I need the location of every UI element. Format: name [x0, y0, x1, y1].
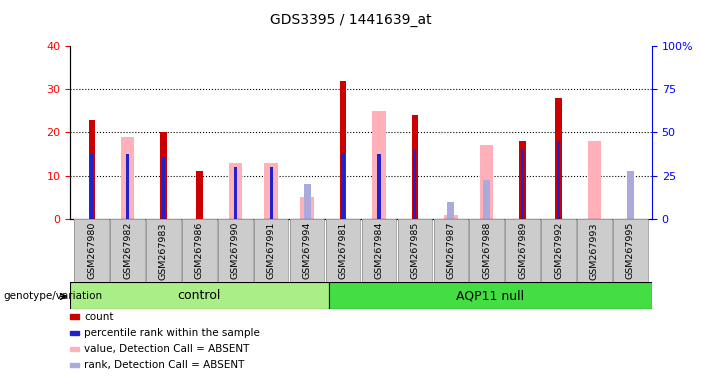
Bar	[433, 219, 468, 282]
Text: GSM267987: GSM267987	[447, 222, 456, 280]
Text: GSM267984: GSM267984	[374, 222, 383, 280]
Bar	[627, 171, 634, 219]
Bar	[304, 184, 311, 219]
Bar	[254, 219, 289, 282]
Bar	[362, 219, 396, 282]
Bar	[264, 163, 278, 219]
Text: GSM267985: GSM267985	[410, 222, 419, 280]
Bar	[147, 219, 181, 282]
Bar	[341, 154, 345, 219]
Bar	[470, 219, 504, 282]
Bar	[182, 219, 217, 282]
Bar	[70, 282, 329, 309]
Bar	[110, 219, 145, 282]
Bar	[162, 158, 165, 219]
Bar	[470, 219, 504, 282]
Bar	[121, 137, 135, 219]
Text: GDS3395 / 1441639_at: GDS3395 / 1441639_at	[270, 13, 431, 27]
Bar	[577, 219, 612, 282]
Text: GSM267982: GSM267982	[123, 222, 132, 280]
Text: count: count	[84, 312, 114, 322]
Bar	[483, 180, 490, 219]
Bar	[340, 81, 346, 219]
Bar	[541, 219, 576, 282]
Bar	[397, 219, 432, 282]
Text: GSM267991: GSM267991	[266, 222, 275, 280]
Text: control: control	[178, 289, 221, 302]
Bar	[147, 219, 181, 282]
Bar	[480, 146, 494, 219]
Text: GSM267980: GSM267980	[87, 222, 96, 280]
Bar	[414, 150, 416, 219]
Bar	[182, 219, 217, 282]
Bar	[196, 171, 203, 219]
Bar	[521, 150, 524, 219]
Text: GSM267995: GSM267995	[626, 222, 635, 280]
Bar	[161, 132, 167, 219]
Bar	[411, 115, 418, 219]
Bar	[326, 219, 360, 282]
Text: value, Detection Call = ABSENT: value, Detection Call = ABSENT	[84, 344, 250, 354]
Bar	[505, 219, 540, 282]
Bar	[229, 163, 242, 219]
Bar	[254, 219, 289, 282]
Text: GSM267992: GSM267992	[554, 222, 563, 280]
Bar	[372, 111, 386, 219]
Bar	[397, 219, 432, 282]
Bar	[362, 219, 396, 282]
Bar	[218, 219, 252, 282]
Bar	[587, 141, 601, 219]
Bar	[74, 219, 109, 282]
Text: GSM267994: GSM267994	[303, 222, 312, 280]
Text: GSM267981: GSM267981	[339, 222, 348, 280]
Text: GSM267989: GSM267989	[518, 222, 527, 280]
Bar	[301, 197, 314, 219]
Bar	[233, 167, 237, 219]
Bar	[74, 219, 109, 282]
Text: genotype/variation: genotype/variation	[4, 291, 102, 301]
Bar	[505, 219, 540, 282]
Text: GSM267983: GSM267983	[159, 222, 168, 280]
Bar	[447, 202, 454, 219]
Bar	[126, 154, 129, 219]
Bar	[290, 219, 325, 282]
Bar	[613, 219, 648, 282]
Text: AQP11 null: AQP11 null	[456, 289, 524, 302]
Bar	[329, 282, 652, 309]
Text: GSM267993: GSM267993	[590, 222, 599, 280]
Text: GSM267988: GSM267988	[482, 222, 491, 280]
Bar	[613, 219, 648, 282]
Bar	[88, 119, 95, 219]
Bar	[541, 219, 576, 282]
Bar	[555, 98, 562, 219]
Bar	[218, 219, 252, 282]
Bar	[433, 219, 468, 282]
Bar	[270, 167, 273, 219]
Bar	[444, 215, 458, 219]
Text: GSM267986: GSM267986	[195, 222, 204, 280]
Bar	[557, 141, 560, 219]
Bar	[326, 219, 360, 282]
Bar	[377, 154, 381, 219]
Bar	[290, 219, 325, 282]
Text: GSM267990: GSM267990	[231, 222, 240, 280]
Text: percentile rank within the sample: percentile rank within the sample	[84, 328, 260, 338]
Bar	[110, 219, 145, 282]
Bar	[577, 219, 612, 282]
Bar	[519, 141, 526, 219]
Bar	[90, 154, 93, 219]
Text: rank, Detection Call = ABSENT: rank, Detection Call = ABSENT	[84, 360, 245, 370]
